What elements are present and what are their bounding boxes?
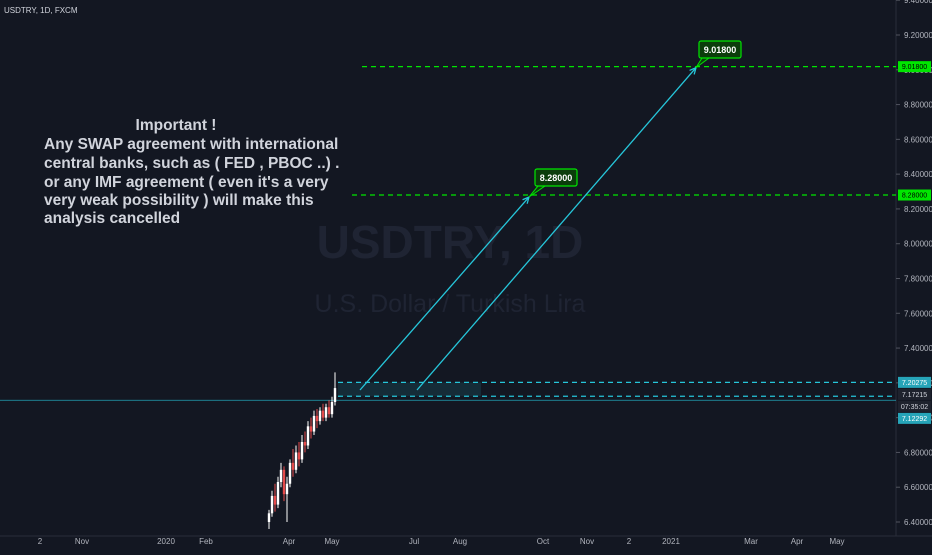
candle-body [297,452,301,460]
price-tick-label: 7.40000 [904,344,932,353]
candle-body [306,426,310,446]
time-tick-label: Aug [453,537,467,546]
price-tick-label: 8.00000 [904,240,932,249]
axis-label-countdown-bg [898,400,931,412]
axis-label-countdown: 07:35:02 [901,404,928,411]
axis-label-last-price: 7.17215 [902,392,927,399]
price-tick-label: 7.80000 [904,275,932,284]
axis-label-lower-target-bg [898,189,931,201]
candle-body [315,415,319,422]
candle-body [312,415,316,432]
price-tick-label: 8.20000 [904,205,932,214]
candle-body [285,483,289,495]
candle-body [327,407,331,415]
candle-body [309,426,313,432]
time-tick-label: Nov [580,537,594,546]
candle-body [330,401,334,415]
symbol-header[interactable]: USDTRY, 1D, FXCM [4,6,78,15]
target-callout-box[interactable] [698,40,742,59]
candle-body [300,441,304,460]
axis-label-box-top-bg [898,376,931,388]
price-tick-label: 8.60000 [904,135,932,144]
axis-label-upper-target: 9.01800 [902,64,927,71]
price-tick-label: 6.40000 [904,518,932,527]
candle-body [333,388,337,402]
target-callouts: 8.28000 9.01800 [528,40,742,198]
price-tick-label: 8.40000 [904,170,932,179]
price-tick-label: 7.60000 [904,309,932,318]
candles [267,372,337,529]
candle-body [273,495,277,505]
time-tick-label: Apr [283,537,296,546]
note-line-3: central banks, such as ( FED , PBOC ..) … [44,155,339,172]
candle-body [276,481,280,505]
time-tick-label: Mar [744,537,758,546]
projection-arrow-2[interactable] [416,67,697,391]
candle-body [318,410,322,422]
candle-body [267,513,271,522]
target-callout-label: 8.28000 [540,173,573,183]
note-line-1: Important ! [136,117,217,134]
time-tick-label: 2 [38,537,43,546]
time-tick-label: 2020 [157,537,175,546]
price-axis[interactable]: 9.400009.200009.000008.800008.600008.400… [896,0,932,527]
note-line-2: Any SWAP agreement with international [44,136,338,153]
axis-label-lower-target: 8.28000 [902,193,927,200]
candle-body [324,407,328,418]
consolidation-box[interactable] [338,382,481,397]
note-line-5: very weak possibility ) will make this [44,192,314,209]
candle-body [321,410,325,418]
price-tick-label: 9.20000 [904,31,932,40]
time-tick-label: Apr [791,537,804,546]
axis-label-box-top: 7.20275 [902,380,927,387]
price-tick-label: 9.40000 [904,0,932,5]
note-line-6: analysis cancelled [44,210,180,227]
price-tick-label: 8.80000 [904,101,932,110]
time-axis[interactable]: 2 Nov 2020 Feb Apr May Jul Aug Oct Nov 2 2021 Mar Apr… [38,537,845,546]
projection-arrow-1[interactable] [359,196,530,391]
candle-body [288,462,292,484]
watermark-symbol: USDTRY, 1D [317,216,584,268]
candle-body [282,469,286,495]
price-tick-label: 6.60000 [904,483,932,492]
candle-body [270,495,274,514]
time-tick-label: May [324,537,339,546]
candle-body [279,469,283,482]
axis-label-last-price-bg [898,388,931,400]
time-tick-label: 2021 [662,537,680,546]
candle-body [303,441,307,446]
candle-body [294,452,298,470]
time-tick-label: Jul [409,537,419,546]
target-callout-label: 9.01800 [704,45,737,55]
time-tick-label: 2 [627,537,632,546]
candle-body [291,462,295,470]
note-line-4: or any IMF agreement ( even it's a very [44,174,329,191]
axis-label-box-bottom-bg [898,412,931,424]
watermark-description: U.S. Dollar / Turkish Lira [315,290,586,318]
time-tick-label: Feb [199,537,213,546]
analysis-note: Important ! Any SWAP agreement with inte… [44,117,339,227]
time-tick-label: Nov [75,537,89,546]
axis-label-upper-target-bg [898,61,931,73]
axis-label-box-bottom: 7.12292 [902,416,927,423]
price-axis-labels: 9.01800 8.28000 7.20275 7.17215 07:35:02 7.12… [898,61,931,424]
time-tick-label: May [829,537,844,546]
horizontal-levels [338,66,896,397]
target-callout-box[interactable] [534,168,578,187]
price-tick-label: 6.80000 [904,448,932,457]
time-tick-label: Oct [537,537,550,546]
